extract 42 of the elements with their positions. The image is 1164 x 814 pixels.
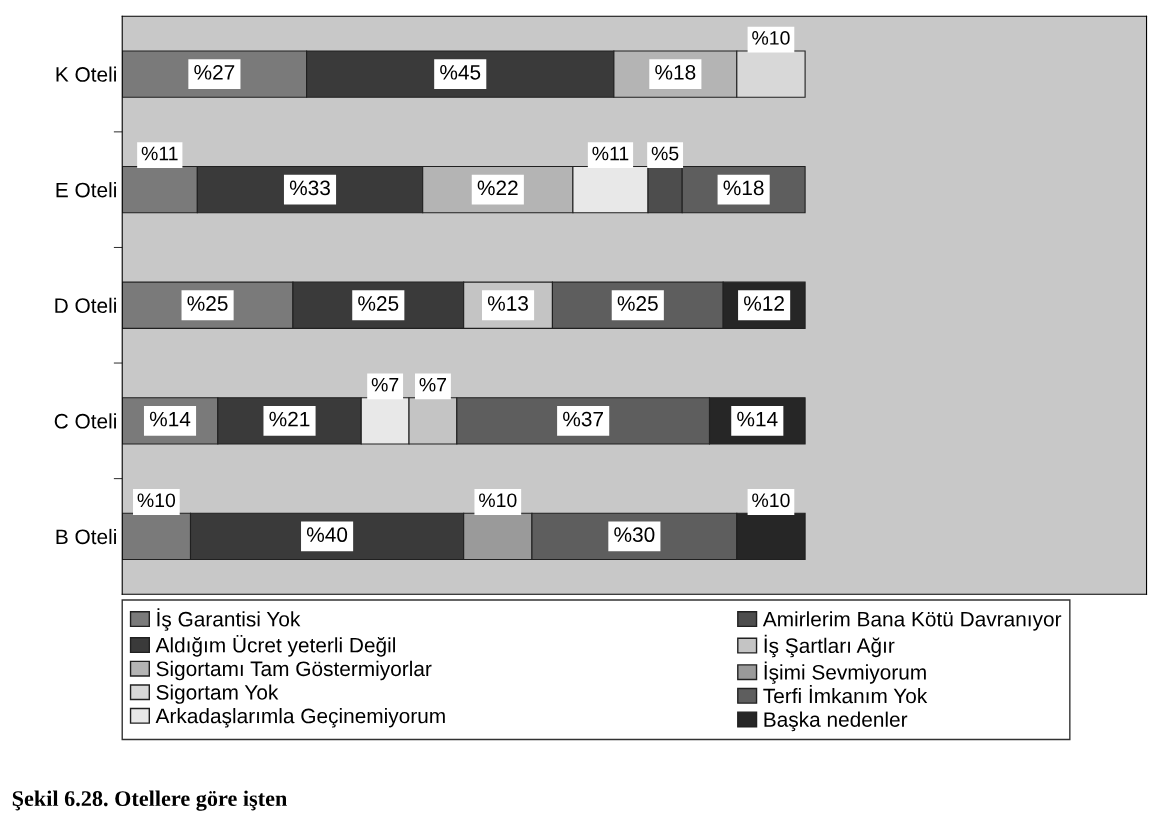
data-label: %18 [723,180,764,196]
data-label: %37 [563,411,603,427]
legend-label: Terfi İmkanım Yok [763,685,928,704]
legend-label: İş Şartları Ağır [764,634,895,658]
data-label: %7 [419,377,447,392]
data-label: %22 [477,180,518,196]
y-tick-label: E Oteli [56,182,116,198]
legend-label: Amirlerim Bana Kötü Davranıyor [762,611,1062,631]
y-tick-label: D Oteli [55,297,116,313]
data-label: %10 [752,31,790,45]
data-label: %11 [592,146,629,161]
data-label: %25 [617,296,658,311]
data-label: %25 [187,296,228,311]
data-label: %21 [269,411,310,427]
data-label: %13 [487,296,528,311]
data-label: %10 [137,493,176,508]
legend-label: Başka nedenler [764,711,908,732]
data-label: %12 [744,296,784,311]
y-tick-label: B Oteli [56,528,116,545]
legend-label: Sigortam Yok [156,684,279,704]
legend-label: İş Garantisi Yok [157,608,301,631]
data-label: %5 [651,146,679,161]
data-label: %33 [289,180,330,196]
data-label: %40 [306,527,348,543]
data-label: %45 [440,65,481,80]
y-tick-label: K Oteli [56,66,116,82]
data-label: %30 [614,527,655,543]
legend-label: Sigortamı Tam Göstermiyorlar [156,660,432,681]
data-label: %14 [737,411,778,427]
data-label: %10 [479,493,517,508]
legend-label: Aldığım Ücret yeterli Değil [155,634,395,657]
y-tick-label: C Oteli [54,413,116,429]
data-label: %27 [194,64,235,80]
data-label: %10 [752,493,790,508]
data-label: %18 [655,64,696,80]
legend-label: İşimi Sevmiyorum [764,661,926,684]
data-label: %11 [141,146,178,161]
data-label: %25 [358,296,399,311]
data-label: %7 [371,377,399,392]
legend-label: Arkadaşlarımla Geçinemiyorum [155,708,445,728]
data-label: %14 [149,411,191,427]
text: Şekil 6.28. Otellere göre işten [12,790,287,811]
